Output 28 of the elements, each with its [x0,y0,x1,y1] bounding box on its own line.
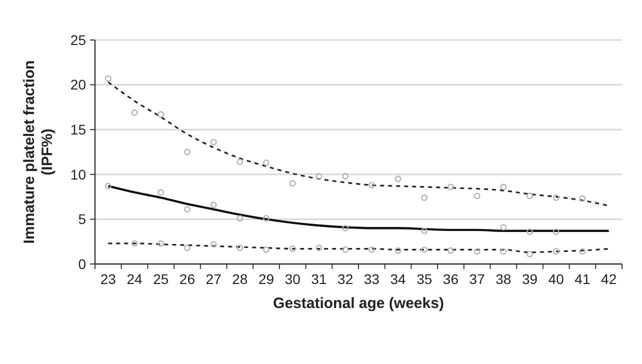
x-tick-label: 42 [601,271,617,287]
y-tick-label: 25 [70,32,86,48]
y-tick-label: 20 [70,76,86,93]
y-axis-title: Immature platelet fraction (IPF%) [21,60,56,244]
x-tick-label: 34 [390,271,406,287]
x-tick-label: 39 [522,271,538,287]
x-tick-label: 26 [179,271,196,287]
x-tick-label: 28 [232,271,248,287]
y-tick-label: 10 [70,166,86,182]
x-tick-label: 32 [338,271,354,287]
x-tick-label: 37 [469,271,486,287]
y-tick-label: 15 [70,122,86,138]
y-tick-label: 5 [78,211,86,228]
x-tick-label: 30 [284,271,301,287]
x-tick-label: 23 [100,271,116,287]
x-tick-label: 35 [416,271,432,287]
x-tick-label: 29 [258,271,274,287]
x-tick-label: 36 [442,271,459,287]
x-tick-label: 25 [153,271,169,287]
y-tick-label: 0 [78,256,86,272]
x-tick-label: 41 [574,271,590,287]
x-tick-label: 38 [496,271,512,287]
x-tick-label: 40 [548,271,564,287]
x-tick-label: 24 [126,271,143,287]
x-tick-label: 33 [364,271,380,287]
x-axis-title: Gestational age (weeks) [273,295,444,312]
x-tick-label: 27 [206,271,222,287]
x-tick-label: 31 [311,271,327,287]
